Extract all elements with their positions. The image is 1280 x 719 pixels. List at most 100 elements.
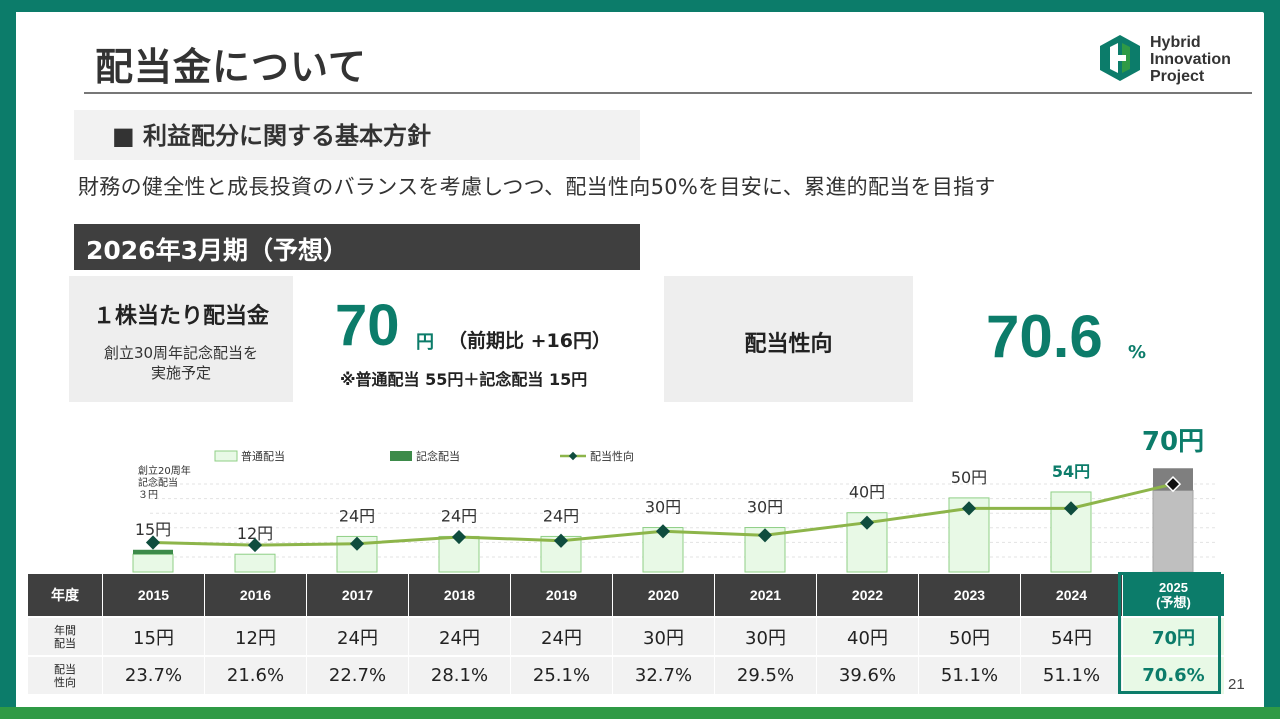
- table-cell: 15円: [103, 618, 204, 655]
- bar-value-label: 24円: [339, 506, 375, 525]
- table-header-cell: 2021: [715, 574, 816, 616]
- hip-logo-icon: [1100, 35, 1140, 81]
- table-header-cell: 2025 (予想): [1123, 574, 1224, 616]
- logo-line-1: Hybrid: [1150, 34, 1201, 51]
- dps-label-box: [69, 276, 293, 402]
- dps-breakdown: ※普通配当 55円＋記念配当 15円: [340, 370, 588, 389]
- table-cell: 24円: [409, 618, 510, 655]
- policy-heading: ■ 利益配分に関する基本方針: [112, 122, 432, 150]
- payout-marker: [553, 533, 569, 548]
- table-header-cell: 2017: [307, 574, 408, 616]
- table-header-cell: 2024: [1021, 574, 1122, 616]
- frame-bottom: [0, 707, 1280, 719]
- table-cell: 23.7%: [103, 657, 204, 694]
- annotation-line: ３円: [138, 490, 158, 501]
- annotation-line: 創立20周年: [138, 464, 191, 477]
- forecast-period-bar: [74, 224, 640, 270]
- table-cell: 12円: [205, 618, 306, 655]
- forecast-column-highlight: [1118, 572, 1221, 694]
- table-cell: 30円: [613, 618, 714, 655]
- annotation-line: 記念配当: [138, 476, 178, 489]
- table-header-cell: 2023: [919, 574, 1020, 616]
- legend-label: 記念配当: [416, 449, 460, 463]
- logo-line-2: Innovation: [1150, 51, 1231, 68]
- bar-ordinary: [132, 553, 174, 573]
- legend-marker-payout: [568, 451, 578, 461]
- policy-heading-box: [74, 110, 640, 160]
- payout-marker: [655, 524, 671, 539]
- frame-right: [1260, 0, 1280, 719]
- bar-value-label: 70円: [1142, 427, 1204, 457]
- table-header-cell: 2020: [613, 574, 714, 616]
- table-header-cell: 2016: [205, 574, 306, 616]
- table-row-label: 年間 配当: [28, 618, 102, 655]
- frame-top: [0, 0, 1280, 14]
- table-cell: 51.1%: [919, 657, 1020, 694]
- table-row-label: 配当 性向: [28, 657, 102, 694]
- table-header-year: 年度: [28, 574, 102, 616]
- table-header-row: 年度 2015 2016 2017 2018 2019 2020 2021 2022 2023 20…: [28, 574, 1225, 616]
- dps-label: １株当たり配当金: [92, 304, 269, 329]
- table-cell: 22.7%: [307, 657, 408, 694]
- table-header-cell: 2019: [511, 574, 612, 616]
- table-cell: 21.6%: [205, 657, 306, 694]
- dps-unit: 円: [416, 332, 434, 353]
- table-cell: 28.1%: [409, 657, 510, 694]
- payout-marker: [859, 515, 875, 530]
- table-cell: 32.7%: [613, 657, 714, 694]
- legend-label: 配当性向: [590, 449, 634, 463]
- bar-value-label: 30円: [645, 498, 681, 517]
- title-rule: [84, 92, 1252, 94]
- payout-marker: [145, 535, 161, 550]
- table-cell: 24円: [307, 618, 408, 655]
- table-row-payout: 配当 性向 23.7% 21.6% 22.7% 28.1% 25.1% 32.7% 29.5%…: [28, 657, 1225, 694]
- table-cell: 70円: [1123, 618, 1224, 655]
- table-cell: 50円: [919, 618, 1020, 655]
- payout-marker: [349, 536, 365, 551]
- payout-value: 70.6: [986, 303, 1103, 370]
- payout-marker: [961, 501, 977, 516]
- page-number: 21: [1228, 676, 1245, 693]
- table-cell: 30円: [715, 618, 816, 655]
- policy-text: 財務の健全性と成長投資のバランスを考慮しつつ、配当性向50%を目安に、累進的配当…: [78, 175, 996, 199]
- payout-marker: [757, 528, 773, 543]
- dps-change: （前期比 +16円）: [448, 330, 611, 352]
- payout-label-box: [664, 276, 913, 402]
- bar-value-label: 50円: [951, 468, 987, 487]
- table-cell: 39.6%: [817, 657, 918, 694]
- dps-note: 創立30周年記念配当を 実施予定: [103, 344, 259, 382]
- frame-left: [0, 0, 18, 719]
- legend-label: 普通配当: [241, 449, 285, 463]
- legend-swatch-commemorative: [390, 451, 412, 461]
- bar-value-label: 15円: [135, 520, 171, 539]
- table-cell: 54円: [1021, 618, 1122, 655]
- bar-commemorative: [133, 549, 173, 555]
- logo-line-3: Project: [1150, 68, 1205, 85]
- table-row-dps: 年間 配当 15円 12円 24円 24円 24円 30円 30円 40円 50円 54円 70円: [28, 618, 1225, 655]
- logo-wordmark: Hybrid Innovation Project: [1150, 34, 1231, 85]
- table-cell: 40円: [817, 618, 918, 655]
- table-header-cell: 2018: [409, 574, 510, 616]
- bar-ordinary: [234, 553, 276, 573]
- table-cell: 24円: [511, 618, 612, 655]
- legend-swatch-ordinary: [214, 450, 238, 462]
- table-header-cell: 2015: [103, 574, 204, 616]
- forecast-period-title: 2026年3月期（予想）: [86, 236, 348, 265]
- bar-value-label: 24円: [543, 506, 579, 525]
- dps-value: 70: [335, 293, 400, 358]
- payout-marker: [1164, 475, 1182, 493]
- table-cell: 29.5%: [715, 657, 816, 694]
- page-title: 配当金について: [95, 45, 367, 89]
- payout-label: 配当性向: [744, 332, 833, 357]
- bar-ordinary: [1152, 489, 1194, 573]
- table-cell: 51.1%: [1021, 657, 1122, 694]
- payout-unit: %: [1128, 342, 1147, 363]
- bar-value-label: 40円: [849, 483, 885, 502]
- bar-value-label: 30円: [747, 498, 783, 517]
- payout-marker: [1063, 501, 1079, 516]
- table-cell: 25.1%: [511, 657, 612, 694]
- table-cell: 70.6%: [1123, 657, 1224, 694]
- bar-value-label: 12円: [237, 524, 273, 543]
- payout-marker: [451, 529, 467, 545]
